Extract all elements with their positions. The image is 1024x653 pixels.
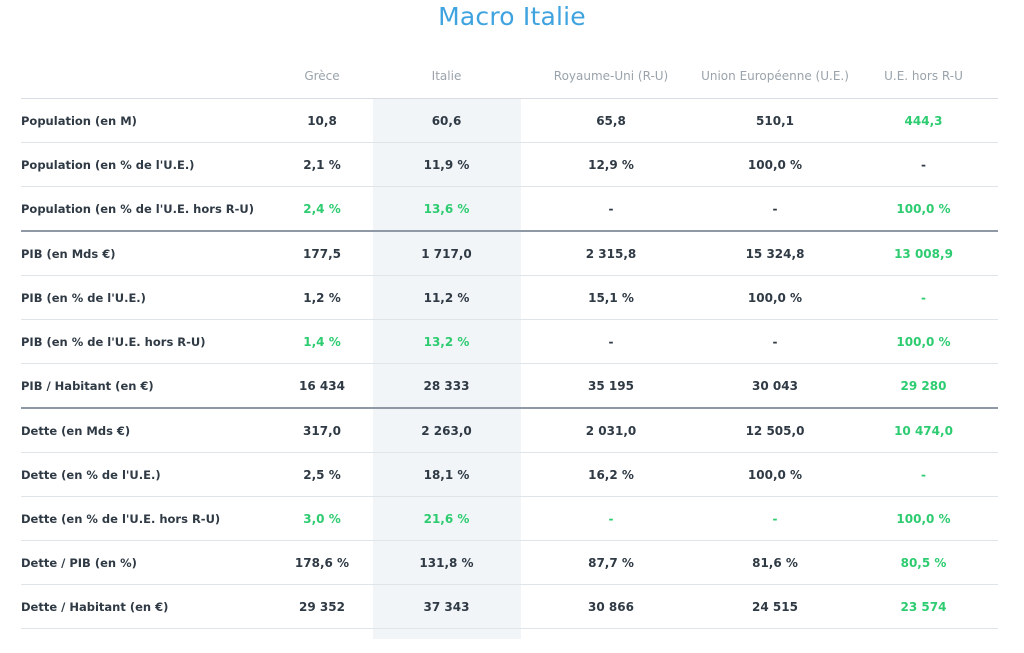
table-header-row: Grèce Italie Royaume-Uni (R-U) Union Eur… [21, 54, 998, 99]
macro-table: Grèce Italie Royaume-Uni (R-U) Union Eur… [21, 54, 998, 629]
cell-royaume-uni: 12,9 % [521, 142, 701, 187]
cell-ue-hors-ru: - [849, 275, 998, 320]
row-label: Dette / Habitant (en €) [21, 584, 272, 629]
table-row: PIB (en % de l'U.E. hors R-U) 1,4 % 13,2 %… [21, 319, 998, 364]
cell-union-europeenne: 81,6 % [701, 540, 849, 585]
cell-royaume-uni: 2 031,0 [521, 408, 701, 453]
row-label: PIB (en % de l'U.E.) [21, 275, 272, 320]
header-union-europeenne: Union Européenne (U.E.) [701, 54, 849, 99]
cell-royaume-uni: - [521, 319, 701, 364]
header-royaume-uni: Royaume-Uni (R-U) [521, 54, 701, 99]
table-row: Population (en % de l'U.E. hors R-U) 2,4 … [21, 186, 998, 232]
cell-union-europeenne: 24 515 [701, 584, 849, 629]
cell-grece: 2,4 % [272, 186, 372, 232]
cell-union-europeenne: 510,1 [701, 98, 849, 143]
cell-grece: 29 352 [272, 584, 372, 629]
cell-italie: 60,6 [372, 98, 521, 143]
row-label: PIB / Habitant (en €) [21, 363, 272, 409]
header-italie: Italie [372, 54, 521, 99]
table-row: Dette (en % de l'U.E.) 2,5 % 18,1 % 16,2 % 1… [21, 452, 998, 497]
cell-ue-hors-ru: - [849, 142, 998, 187]
header-ue-hors-ru: U.E. hors R-U [849, 54, 998, 99]
row-label: Dette (en % de l'U.E.) [21, 452, 272, 497]
cell-italie: 2 263,0 [372, 408, 521, 453]
cell-ue-hors-ru: 13 008,9 [849, 231, 998, 276]
table-row: PIB (en Mds €) 177,5 1 717,0 2 315,8 15 324,… [21, 231, 998, 276]
cell-union-europeenne: - [701, 319, 849, 364]
row-label: Dette / PIB (en %) [21, 540, 272, 585]
row-label: PIB (en % de l'U.E. hors R-U) [21, 319, 272, 364]
table-row: Population (en % de l'U.E.) 2,1 % 11,9 % 12… [21, 142, 998, 187]
cell-ue-hors-ru: 29 280 [849, 363, 998, 409]
cell-union-europeenne: 15 324,8 [701, 231, 849, 276]
cell-italie: 37 343 [372, 584, 521, 629]
cell-grece: 16 434 [272, 363, 372, 409]
cell-union-europeenne: 100,0 % [701, 275, 849, 320]
header-label-column [21, 54, 272, 99]
cell-ue-hors-ru: 80,5 % [849, 540, 998, 585]
cell-union-europeenne: 12 505,0 [701, 408, 849, 453]
cell-royaume-uni: 15,1 % [521, 275, 701, 320]
cell-grece: 177,5 [272, 231, 372, 276]
cell-ue-hors-ru: 100,0 % [849, 496, 998, 541]
table-row: Dette (en % de l'U.E. hors R-U) 3,0 % 21,6… [21, 496, 998, 541]
cell-union-europeenne: 100,0 % [701, 452, 849, 497]
cell-italie: 13,6 % [372, 186, 521, 232]
cell-royaume-uni: - [521, 186, 701, 232]
cell-grece: 3,0 % [272, 496, 372, 541]
cell-grece: 10,8 [272, 98, 372, 143]
table-body: Population (en M) 10,8 60,6 65,8 510,1 444,3 P… [21, 98, 998, 629]
cell-grece: 2,1 % [272, 142, 372, 187]
table-row: Dette (en Mds €) 317,0 2 263,0 2 031,0 12 50… [21, 408, 998, 453]
cell-italie: 28 333 [372, 363, 521, 409]
cell-royaume-uni: 16,2 % [521, 452, 701, 497]
cell-grece: 317,0 [272, 408, 372, 453]
cell-ue-hors-ru: 100,0 % [849, 186, 998, 232]
table-row: PIB / Habitant (en €) 16 434 28 333 35 195 3… [21, 363, 998, 409]
cell-ue-hors-ru: 10 474,0 [849, 408, 998, 453]
cell-ue-hors-ru: - [849, 452, 998, 497]
cell-italie: 131,8 % [372, 540, 521, 585]
cell-union-europeenne: - [701, 496, 849, 541]
cell-italie: 11,9 % [372, 142, 521, 187]
cell-royaume-uni: 30 866 [521, 584, 701, 629]
page-title: Macro Italie [438, 2, 586, 31]
row-label: Population (en % de l'U.E. hors R-U) [21, 186, 272, 232]
cell-royaume-uni: 65,8 [521, 98, 701, 143]
table-row: Dette / Habitant (en €) 29 352 37 343 30 86… [21, 584, 998, 629]
row-label: Population (en M) [21, 98, 272, 143]
cell-royaume-uni: 35 195 [521, 363, 701, 409]
cell-italie: 21,6 % [372, 496, 521, 541]
cell-royaume-uni: 2 315,8 [521, 231, 701, 276]
cell-royaume-uni: - [521, 496, 701, 541]
cell-grece: 178,6 % [272, 540, 372, 585]
cell-italie: 13,2 % [372, 319, 521, 364]
cell-grece: 1,2 % [272, 275, 372, 320]
cell-union-europeenne: - [701, 186, 849, 232]
table-row: PIB (en % de l'U.E.) 1,2 % 11,2 % 15,1 % 100… [21, 275, 998, 320]
row-label: Dette (en % de l'U.E. hors R-U) [21, 496, 272, 541]
table-row: Population (en M) 10,8 60,6 65,8 510,1 444,3 [21, 98, 998, 143]
macro-table-container: Grèce Italie Royaume-Uni (R-U) Union Eur… [21, 54, 998, 639]
table-row: Dette / PIB (en %) 178,6 % 131,8 % 87,7 % 81… [21, 540, 998, 585]
cell-grece: 1,4 % [272, 319, 372, 364]
cell-ue-hors-ru: 100,0 % [849, 319, 998, 364]
cell-italie: 18,1 % [372, 452, 521, 497]
cell-grece: 2,5 % [272, 452, 372, 497]
cell-ue-hors-ru: 444,3 [849, 98, 998, 143]
cell-italie: 1 717,0 [372, 231, 521, 276]
cell-ue-hors-ru: 23 574 [849, 584, 998, 629]
row-label: PIB (en Mds €) [21, 231, 272, 276]
row-label: Population (en % de l'U.E.) [21, 142, 272, 187]
header-grece: Grèce [272, 54, 372, 99]
cell-italie: 11,2 % [372, 275, 521, 320]
cell-royaume-uni: 87,7 % [521, 540, 701, 585]
row-label: Dette (en Mds €) [21, 408, 272, 453]
cell-union-europeenne: 100,0 % [701, 142, 849, 187]
cell-union-europeenne: 30 043 [701, 363, 849, 409]
